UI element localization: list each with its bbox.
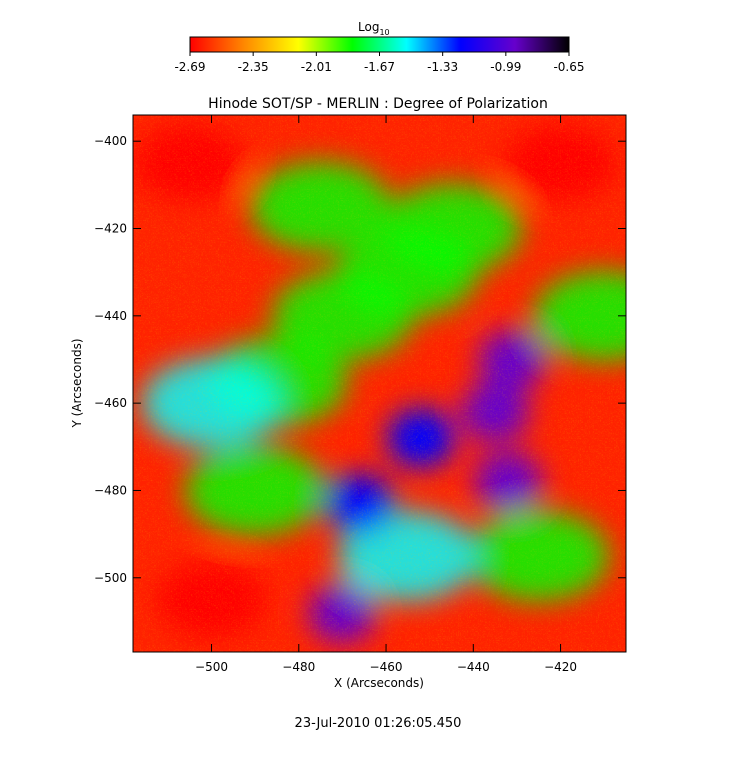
x-tick-label: −480 bbox=[282, 660, 315, 674]
colorbar-tick-label: -0.99 bbox=[490, 60, 521, 74]
colorbar-tick-label: -1.67 bbox=[364, 60, 395, 74]
y-tick-label: −500 bbox=[94, 571, 127, 585]
x-tick-label: −500 bbox=[195, 660, 228, 674]
y-tick-label: −480 bbox=[94, 483, 127, 497]
y-tick-label: −400 bbox=[94, 134, 127, 148]
colorbar-tick-label: -0.65 bbox=[553, 60, 584, 74]
y-tick-label: −420 bbox=[94, 222, 127, 236]
chart-title: Hinode SOT/SP - MERLIN : Degree of Polar… bbox=[208, 96, 548, 112]
colorbar-tick-label: -2.69 bbox=[174, 60, 205, 74]
y-axis: −400 −420 −440 −460 −480 −500 bbox=[94, 134, 626, 585]
colorbar-label: Log10 bbox=[358, 20, 390, 37]
plot-frame bbox=[132, 114, 627, 653]
y-axis-label: Y (Arcseconds) bbox=[70, 338, 84, 428]
x-axis: −500 −480 −460 −440 −420 bbox=[195, 115, 577, 674]
colorbar-tick-label: -1.33 bbox=[427, 60, 458, 74]
timestamp: 23-Jul-2010 01:26:05.450 bbox=[295, 716, 462, 731]
y-tick-label: −440 bbox=[94, 309, 127, 323]
x-tick-label: −420 bbox=[544, 660, 577, 674]
colorbar bbox=[189, 36, 570, 53]
colorbar-tick-label: -2.01 bbox=[301, 60, 332, 74]
y-tick-label: −460 bbox=[94, 396, 127, 410]
x-tick-label: −460 bbox=[370, 660, 403, 674]
colorbar-ticks: -2.69 -2.35 -2.01 -1.67 -1.33 -0.99 -0.65 bbox=[174, 52, 585, 74]
x-axis-label: X (Arcseconds) bbox=[334, 676, 424, 690]
x-tick-label: −440 bbox=[457, 660, 490, 674]
heatmap bbox=[133, 115, 626, 652]
colorbar-tick-label: -2.35 bbox=[238, 60, 269, 74]
